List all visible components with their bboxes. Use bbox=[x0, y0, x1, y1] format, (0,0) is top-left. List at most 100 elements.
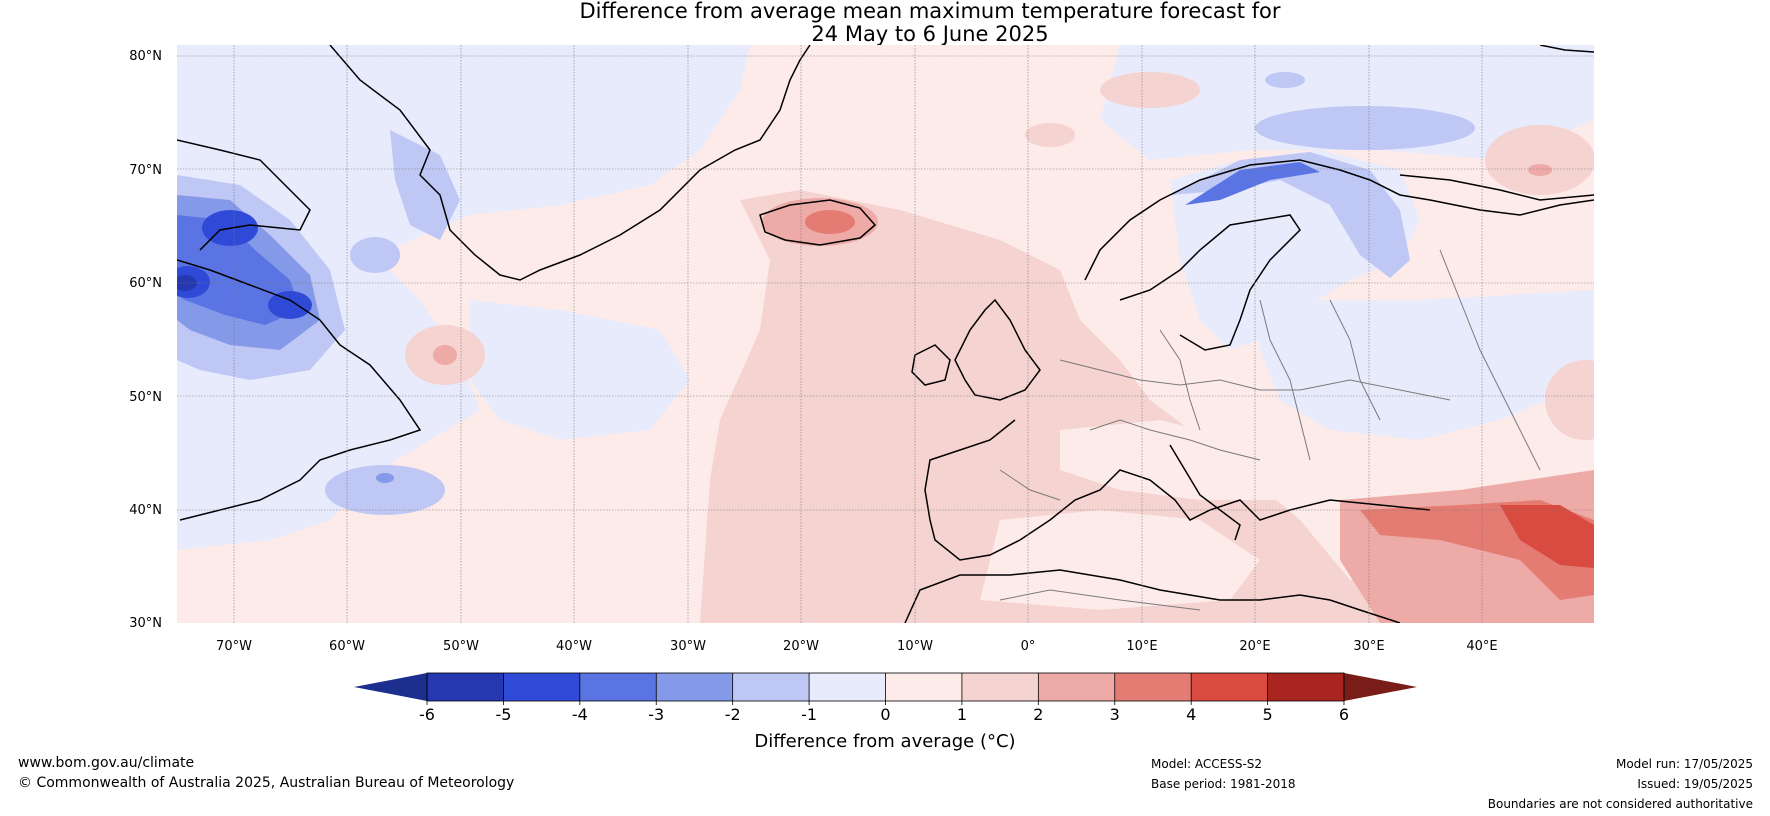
lon-label: 30°E bbox=[1353, 639, 1384, 654]
colorbar-cell bbox=[503, 673, 581, 701]
coastlines bbox=[177, 45, 1594, 623]
colorbar: -6 -5 -4 -3 -2 -1 0 1 2 3 4 5 6 Difference from aver… bbox=[354, 672, 1417, 752]
lat-label: 30°N bbox=[129, 616, 162, 631]
footer-boundaries: Boundaries are not considered authoritat… bbox=[1487, 797, 1753, 811]
lat-label: 40°N bbox=[129, 503, 162, 518]
colorbar-tick-label: 6 bbox=[1339, 705, 1349, 724]
coast-baffin bbox=[177, 139, 311, 251]
coast-africa bbox=[904, 569, 1401, 623]
field-warm-med bbox=[980, 510, 1260, 610]
field-warm-norway-sea bbox=[1100, 72, 1200, 108]
colorbar-cell bbox=[1267, 673, 1345, 701]
coast-british bbox=[954, 298, 1041, 401]
footer-model-run: Model run: 17/05/2025 bbox=[1615, 757, 1753, 771]
lon-label: 70°W bbox=[216, 639, 252, 654]
lon-label: 40°W bbox=[556, 639, 592, 654]
colorbar-tick-label: 3 bbox=[1110, 705, 1120, 724]
lon-label: 0° bbox=[1021, 639, 1036, 654]
colorbar-tick-label: 0 bbox=[880, 705, 890, 724]
gridlines bbox=[177, 45, 1594, 623]
field-warm-east3 bbox=[1500, 505, 1594, 568]
colorbar-tick-label: -2 bbox=[725, 705, 741, 724]
field-cool-atlantic3 bbox=[376, 473, 394, 483]
coast-greenland bbox=[329, 45, 811, 281]
border-4 bbox=[1259, 299, 1311, 461]
lat-label: 60°N bbox=[129, 276, 162, 291]
border-1 bbox=[1059, 359, 1451, 401]
map-title-line2: 24 May to 6 June 2025 bbox=[811, 22, 1049, 46]
border-6 bbox=[999, 469, 1061, 501]
lon-label: 20°E bbox=[1239, 639, 1270, 654]
borders bbox=[999, 249, 1541, 611]
colorbar-extend-high bbox=[1344, 673, 1417, 701]
colorbar-tick-label: -5 bbox=[495, 705, 511, 724]
colorbar-tick-label: 5 bbox=[1262, 705, 1272, 724]
colorbar-tick-label: -1 bbox=[801, 705, 817, 724]
colorbar-cell bbox=[961, 673, 1039, 701]
colorbar-label: Difference from average (°C) bbox=[754, 731, 1015, 752]
field-cool-baffin bbox=[390, 130, 460, 240]
border-2 bbox=[1089, 419, 1261, 461]
lon-label: 10°W bbox=[897, 639, 933, 654]
lat-label: 50°N bbox=[129, 390, 162, 405]
field-warm-ural2 bbox=[1528, 164, 1552, 176]
field-warm-newfoundland2 bbox=[433, 345, 457, 365]
colorbar-tick-label: -6 bbox=[419, 705, 435, 724]
footer-issued: Issued: 19/05/2025 bbox=[1637, 777, 1753, 791]
coast-russia-n bbox=[1399, 174, 1594, 201]
border-3 bbox=[1159, 329, 1201, 431]
footer-site: www.bom.gov.au/climate bbox=[18, 755, 195, 771]
colorbar-cell bbox=[809, 673, 886, 701]
field-cool-core2 bbox=[268, 291, 312, 319]
colorbar-tick-label: -3 bbox=[648, 705, 664, 724]
lat-label: 80°N bbox=[129, 49, 162, 64]
colorbar-cell bbox=[1114, 673, 1192, 701]
colorbar-cell bbox=[427, 673, 504, 701]
map-title-line1: Difference from average mean maximum tem… bbox=[579, 0, 1281, 23]
lon-label: 10°E bbox=[1126, 639, 1157, 654]
colorbar-extend-low bbox=[354, 673, 427, 701]
lon-label: 30°W bbox=[670, 639, 706, 654]
colorbar-cell bbox=[579, 673, 657, 701]
colorbar-tick-label: 1 bbox=[957, 705, 967, 724]
coast-ireland bbox=[911, 344, 951, 386]
border-7 bbox=[1439, 249, 1541, 471]
field-warm-balkans-light bbox=[1060, 420, 1300, 500]
lon-label: 40°E bbox=[1466, 639, 1497, 654]
colorbar-tick-label: 4 bbox=[1186, 705, 1196, 724]
coast-iceland bbox=[759, 199, 877, 246]
coast-italy bbox=[1169, 444, 1241, 541]
colorbar-tick-label: 2 bbox=[1033, 705, 1043, 724]
field-cool-greenland-w bbox=[350, 237, 400, 273]
lon-label: 20°W bbox=[783, 639, 819, 654]
field-cool-svalbard bbox=[1265, 72, 1305, 88]
coast-novaya bbox=[1539, 45, 1594, 53]
field-warm-ural bbox=[1485, 125, 1594, 195]
border-5 bbox=[1329, 299, 1381, 421]
lon-labels: 70°W 60°W 50°W 40°W 30°W 20°W 10°W 0° 10… bbox=[216, 639, 1498, 654]
colorbar-cell bbox=[656, 673, 734, 701]
field-cool-atlantic2 bbox=[325, 465, 445, 515]
field-cool-scandinavia3 bbox=[1185, 162, 1320, 205]
lon-label: 50°W bbox=[443, 639, 479, 654]
coast-labrador bbox=[177, 259, 422, 521]
colorbar-cell bbox=[732, 673, 810, 701]
anomaly-field bbox=[177, 45, 1594, 623]
coast-scandinavia bbox=[1084, 159, 1594, 281]
field-warm-iceland2 bbox=[805, 210, 855, 234]
field-warm-caspian bbox=[1545, 360, 1594, 440]
colorbar-cell bbox=[1191, 673, 1269, 701]
colorbar-cell bbox=[885, 673, 963, 701]
lon-label: 60°W bbox=[329, 639, 365, 654]
footer-base-period: Base period: 1981-2018 bbox=[1151, 777, 1296, 791]
field-warm-atlantic bbox=[700, 190, 1594, 623]
field-cool-atlantic bbox=[470, 300, 690, 440]
coast-europe bbox=[924, 419, 1431, 561]
lat-labels: 80°N 70°N 60°N 50°N 40°N 30°N bbox=[129, 49, 162, 631]
footer-copyright: © Commonwealth of Australia 2025, Austra… bbox=[18, 775, 515, 791]
border-8 bbox=[999, 589, 1201, 611]
colorbar-cell bbox=[1038, 673, 1116, 701]
footer-model: Model: ACCESS-S2 bbox=[1151, 757, 1263, 771]
field-warm-x bbox=[1025, 123, 1075, 147]
